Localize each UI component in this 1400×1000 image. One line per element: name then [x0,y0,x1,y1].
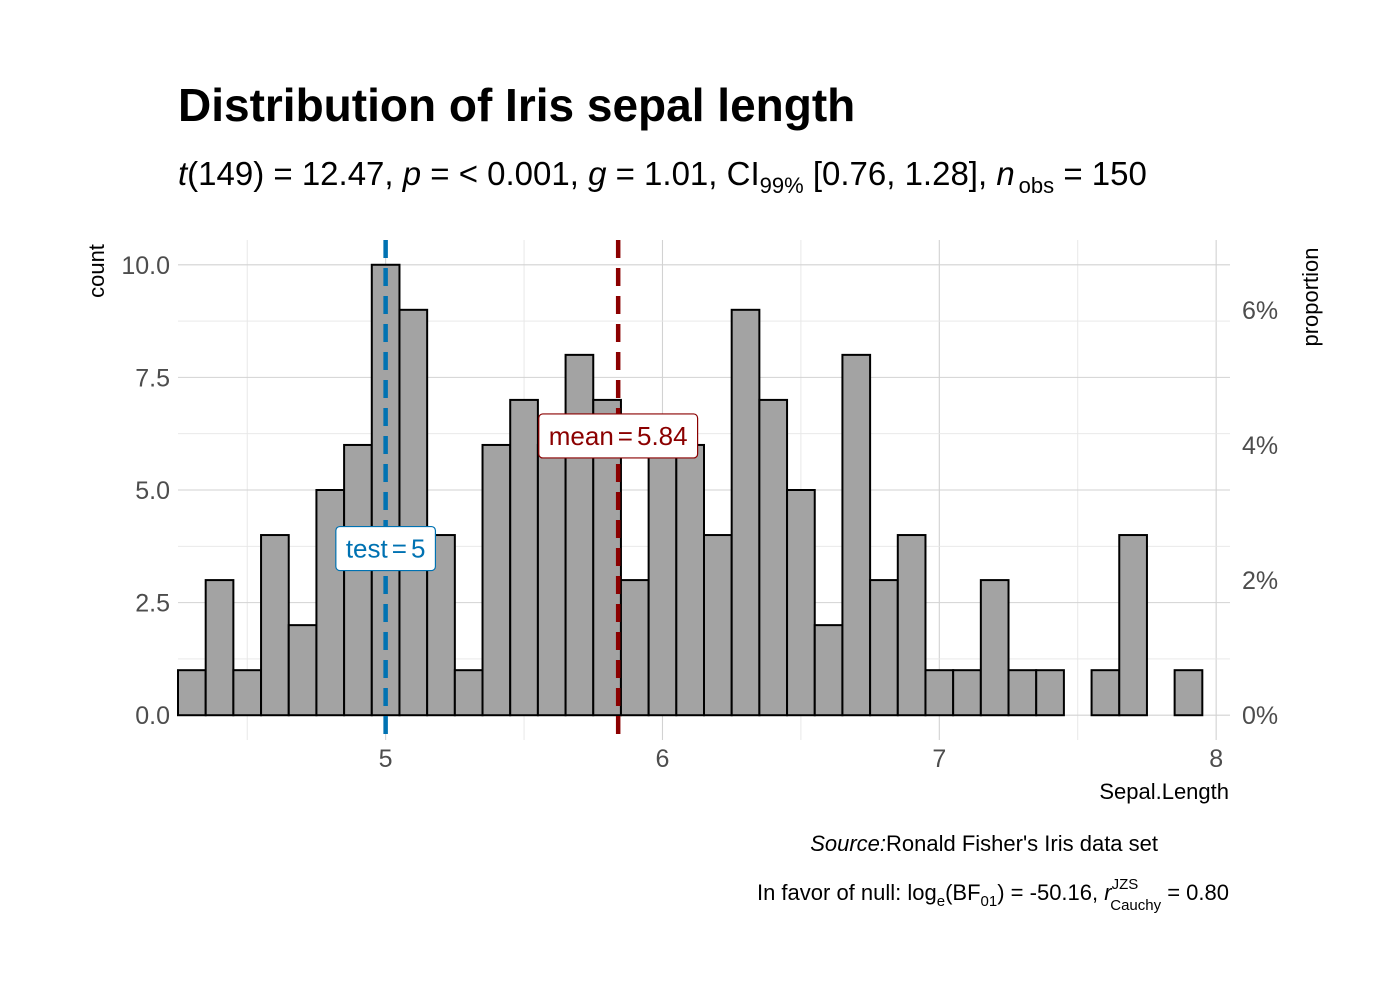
histogram-bar [758,398,789,717]
histogram-bar [924,669,955,717]
sample-mean-label: mean = 5.84 [538,413,699,459]
histogram-bar [619,579,650,717]
histogram-bar [730,308,761,717]
histogram-bar [287,624,318,717]
x-tick-label: 7 [932,745,946,773]
histogram-bar [786,489,816,717]
y-right-tick-label: 6% [1242,297,1278,325]
histogram-bar [453,669,484,717]
y-tick-label: 10.0 [121,252,170,280]
reference-labels: test = 5 mean = 5.84 [335,413,699,572]
y-axis-left-ticks: 0.0 2.5 5.0 7.5 10.0 [121,252,170,730]
caption-source: Source:Ronald Fisher's Iris data set [810,831,1158,856]
x-tick-label: 5 [379,745,393,773]
histogram-bar [841,353,872,717]
x-axis-title: Sepal.Length [1099,779,1229,804]
histogram-bar [1035,669,1065,717]
histogram-bar [979,579,1010,717]
chart-subtitle: t(149) = 12.47, p = < 0.001, g = 1.01, C… [178,155,1147,198]
histogram-bar [952,669,982,717]
y-tick-label: 2.5 [135,590,170,618]
histogram-bar [1173,669,1204,717]
histogram-bar [1118,534,1148,717]
histogram-bar [1007,669,1038,717]
sample-mean-label-box [538,413,699,459]
histogram-bars [177,263,1204,717]
sample-mean-label-text: mean = 5.84 [549,421,688,451]
histogram-bar [481,443,512,717]
histogram-bar [564,353,595,717]
histogram-bar [177,669,207,717]
y-tick-label: 5.0 [135,477,170,505]
histogram-bar [869,579,899,717]
histogram-bar [232,669,263,717]
y-axis-left-title: count [84,244,109,298]
y-tick-label: 0.0 [135,702,170,730]
y-axis-right-title: proportion [1298,247,1323,346]
x-tick-label: 6 [656,745,670,773]
histogram-bar [813,624,844,717]
histogram-bar [675,443,706,717]
histogram-bar [343,443,373,717]
histogram-bar [896,534,927,717]
histogram-bar [398,308,429,717]
y-axis-right-ticks: 0% 2% 4% 6% [1242,297,1278,730]
y-right-tick-label: 4% [1242,432,1278,460]
histogram-bar [315,489,346,717]
y-right-tick-label: 0% [1242,702,1278,730]
histogram-bar [647,443,678,717]
histogram-bar [260,534,290,717]
y-tick-label: 7.5 [135,364,170,392]
test-value-label: test = 5 [335,525,437,572]
histogram-bar [703,534,733,717]
histogram-bar [1090,669,1121,717]
x-tick-label: 8 [1209,745,1223,773]
histogram-bar [204,579,235,717]
caption-bayes-factor: In favor of null: loge(BF01) = -50.16, r… [757,876,1229,914]
y-right-tick-label: 2% [1242,567,1278,595]
test-value-label-box [335,525,437,572]
test-value-label-text: test = 5 [346,534,426,564]
histogram-bar [536,443,567,717]
chart-title: Distribution of Iris sepal length [178,79,855,131]
histogram-bar [509,398,539,717]
x-axis-ticks: 5 6 7 8 [379,745,1223,773]
